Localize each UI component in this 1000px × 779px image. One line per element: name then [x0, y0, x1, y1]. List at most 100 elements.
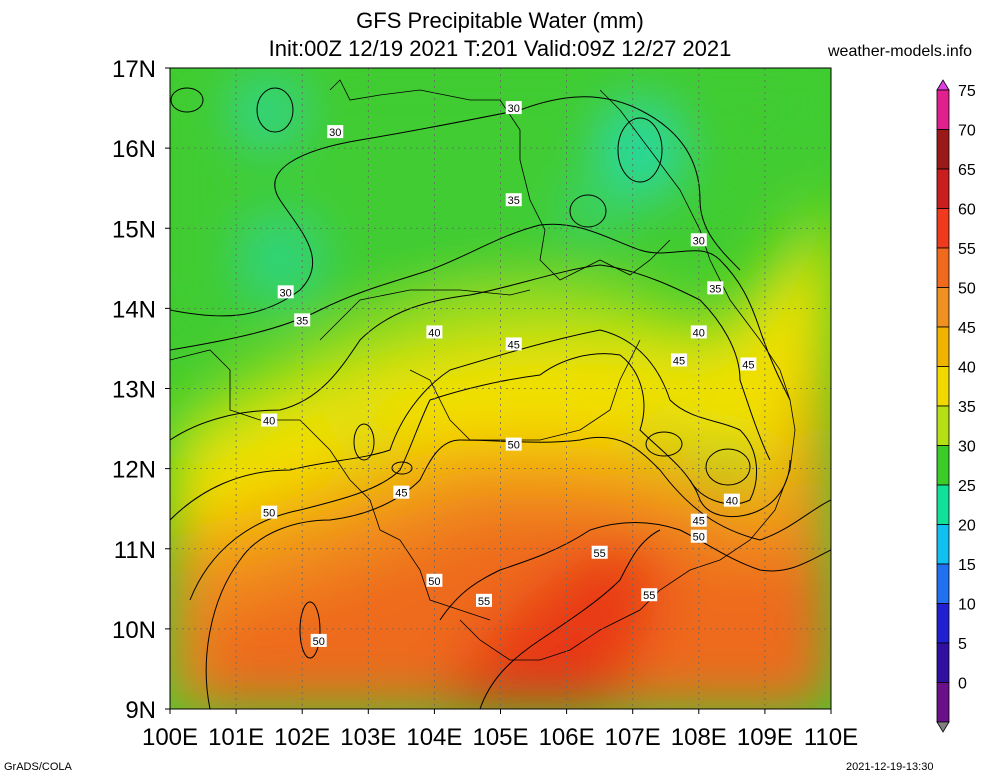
lon-axis: 100E 101E 102E 103E 104E 105E 106E 107E 108E 109E… [142, 709, 858, 751]
contour-label-bg [690, 233, 707, 247]
contour-label-bg [294, 313, 311, 327]
contour-label-bg [393, 485, 410, 499]
contour-label: 50 [263, 508, 275, 520]
colorbar-label: 70 [958, 123, 976, 140]
colorbar-label: 55 [958, 241, 976, 258]
contour-label-bg [505, 337, 522, 351]
colorbar-segment [936, 89, 950, 130]
colorbar-label: 40 [958, 360, 976, 377]
colorbar-label: 30 [958, 439, 976, 456]
contour-label-bg [277, 285, 294, 299]
colorbar-segment [936, 129, 950, 170]
contour-label: 45 [395, 488, 407, 500]
lat-tick-label: 14N [112, 296, 156, 323]
colorbar-label: 75 [958, 83, 976, 100]
contour-label: 30 [329, 127, 341, 139]
lon-tick-label: 105E [472, 724, 528, 751]
contour-label-bg [475, 593, 492, 607]
contour-label-bg [740, 357, 757, 371]
colorbar-label: 65 [958, 162, 976, 179]
colorbar-segment [936, 603, 950, 644]
colorbar-label: 5 [958, 636, 967, 653]
lat-axis: 17N 16N 15N 14N 13N 12N 11N 10N 9N [112, 56, 170, 724]
colorbar-segment [936, 524, 950, 565]
lon-tick-label: 109E [737, 724, 793, 751]
lat-tick-label: 13N [112, 377, 156, 404]
contour-label: 50 [508, 440, 520, 452]
map-grid [170, 68, 831, 709]
contour-label-bg [261, 505, 278, 519]
contour-label-bg [690, 513, 707, 527]
lon-tick-label: 108E [671, 724, 727, 751]
footer-credit: GrADS/COLA [4, 761, 72, 773]
colorbar-segment [936, 484, 950, 525]
lon-tick-label: 100E [142, 724, 198, 751]
coastlines [170, 79, 796, 661]
colorbar-segment [936, 563, 950, 604]
chart-subtitle: Init:00Z 12/19 2021 T:201 Valid:09Z 12/2… [268, 36, 732, 61]
contour-label-bg [641, 588, 658, 602]
colorbar-bottom-arrow [936, 721, 950, 733]
lon-tick-label: 102E [274, 724, 330, 751]
contour-label-bg [505, 101, 522, 115]
lon-tick-label: 107E [605, 724, 661, 751]
contour-label: 50 [428, 576, 440, 588]
contour-label-bg [426, 573, 443, 587]
colorbar-segment [936, 682, 950, 723]
contour-label: 30 [280, 287, 292, 299]
colorbar-label: 45 [958, 320, 976, 337]
lon-tick-label: 101E [208, 724, 264, 751]
contour-label-bg [690, 325, 707, 339]
contour-labels: 30 30 35 30 35 30 35 40 45 40 45 45 40 50 45 40 50 45 50 55… [261, 101, 757, 648]
contour-label-bg [723, 493, 740, 507]
contour-label: 40 [726, 496, 738, 508]
lat-tick-label: 12N [112, 457, 156, 484]
lon-tick-label: 104E [406, 724, 462, 751]
colorbar-label: 60 [958, 202, 976, 219]
lat-tick-label: 10N [112, 617, 156, 644]
contour-label-bg [261, 413, 278, 427]
colorbar-label: 20 [958, 518, 976, 535]
contour-lines [170, 87, 831, 709]
colorbar-segment [936, 366, 950, 407]
contour-label: 40 [428, 327, 440, 339]
colorbar-segment [936, 287, 950, 328]
contour-label: 50 [693, 532, 705, 544]
colorbar-label: 25 [958, 478, 976, 495]
contour-label: 45 [693, 516, 705, 528]
contour-label-bg [670, 353, 687, 367]
contour-label: 45 [742, 359, 754, 371]
colorbar-label: 35 [958, 399, 976, 416]
contour-label: 55 [478, 596, 490, 608]
colorbar-segment [936, 445, 950, 486]
colorbar-segment [936, 326, 950, 367]
colorbar-label: 10 [958, 597, 976, 614]
contour-label-bg [505, 437, 522, 451]
site-label: weather-models.info [828, 43, 973, 60]
contour-label: 40 [263, 416, 275, 428]
contour-label-bg [707, 281, 724, 295]
contour-label-bg [426, 325, 443, 339]
colorbar-label: 15 [958, 557, 976, 574]
lon-tick-label: 110E [804, 724, 858, 751]
lat-tick-label: 9N [125, 697, 156, 724]
lon-tick-label: 103E [340, 724, 396, 751]
precip-field: 30 30 35 30 35 30 35 40 45 40 45 45 40 50 45 40 50 45 50 55… [170, 68, 831, 709]
contour-label: 30 [693, 235, 705, 247]
contour-label: 30 [508, 103, 520, 115]
chart-title: GFS Precipitable Water (mm) [356, 8, 644, 33]
footer-timestamp: 2021-12-19-13:30 [846, 761, 934, 773]
colorbar-segment [936, 405, 950, 446]
contour-label: 45 [508, 339, 520, 351]
colorbar-segment [936, 642, 950, 683]
contour-label: 35 [296, 315, 308, 327]
contour-label: 55 [643, 590, 655, 602]
contour-label: 45 [673, 355, 685, 367]
colorbar-segment [936, 168, 950, 209]
contour-label-bg [310, 633, 327, 647]
colorbar-segment [936, 247, 950, 288]
lat-tick-label: 15N [112, 216, 156, 243]
colorbar-label: 0 [958, 676, 967, 693]
